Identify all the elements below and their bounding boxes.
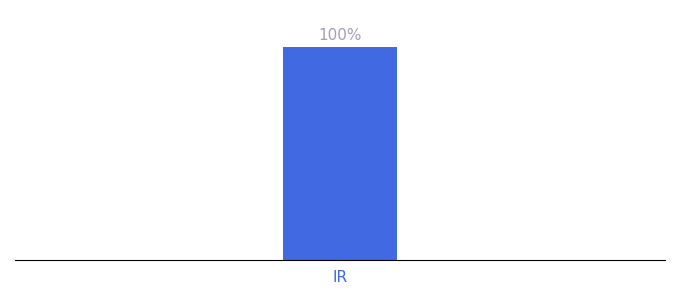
Text: 100%: 100%	[318, 28, 362, 43]
Bar	[283, 47, 397, 260]
